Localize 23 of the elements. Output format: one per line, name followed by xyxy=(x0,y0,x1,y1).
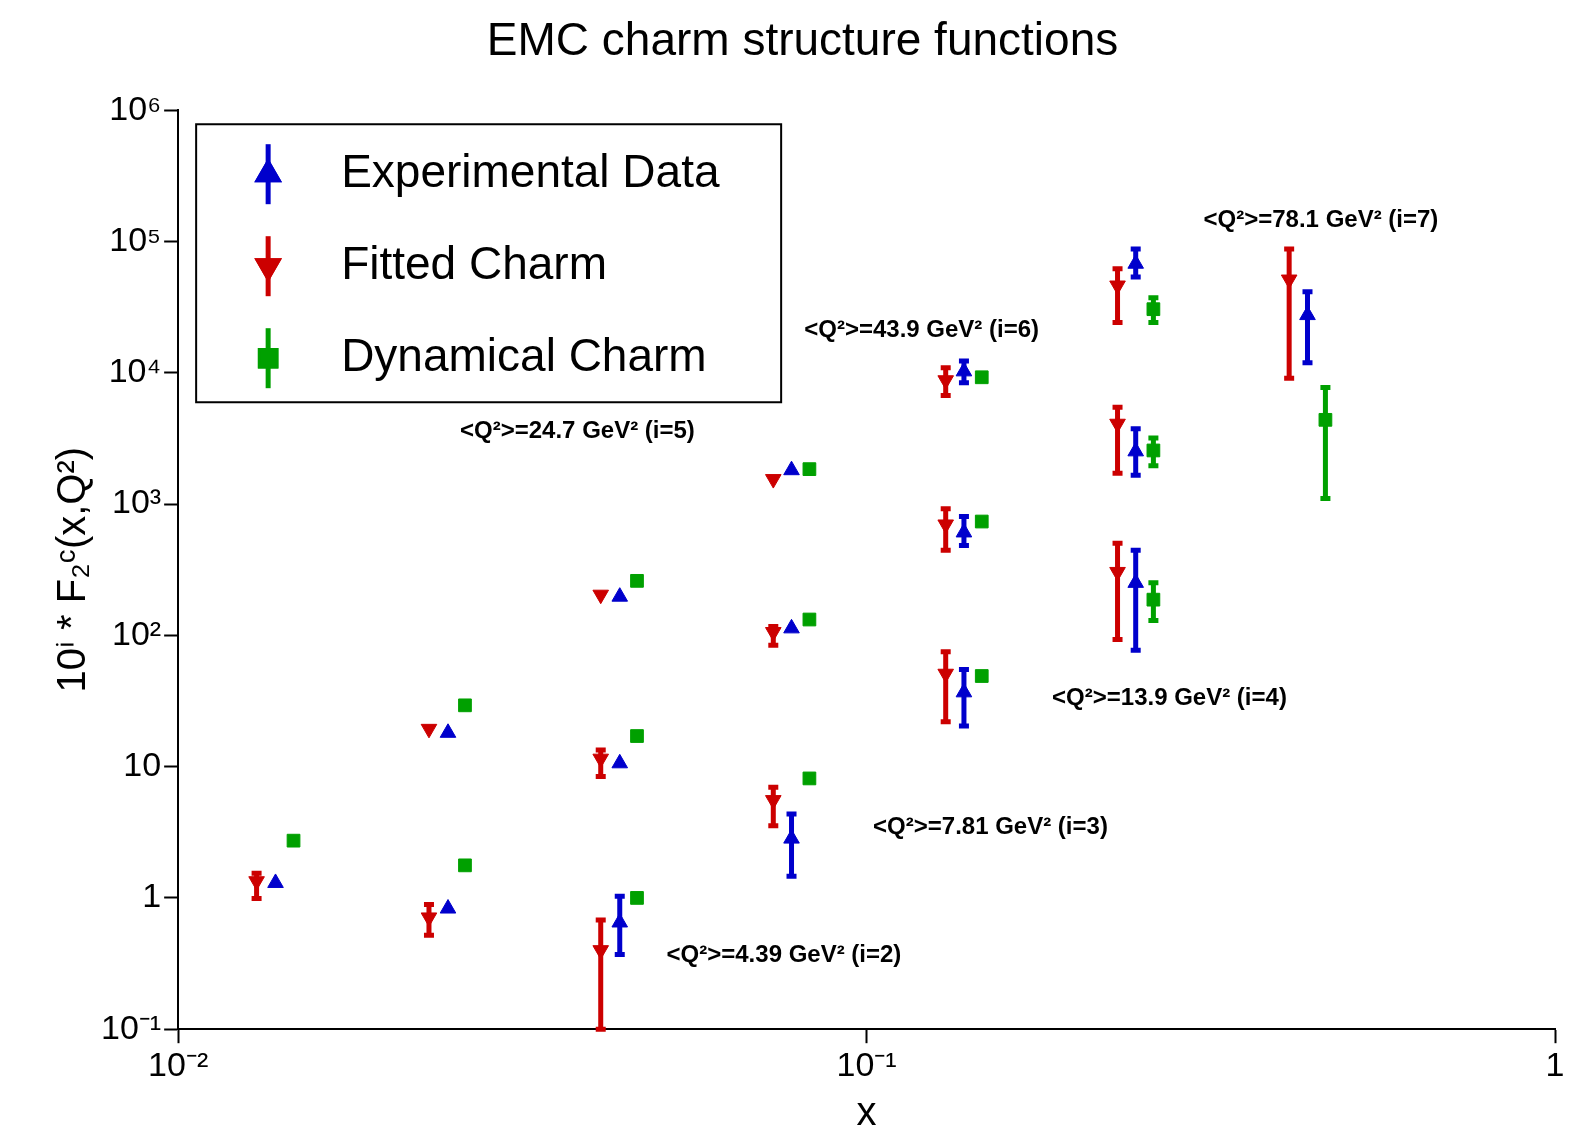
annotation: <Q²>=4.39 GeV² (i=2) xyxy=(666,940,902,968)
x-tick-label: 10⁻¹ xyxy=(836,1044,897,1083)
y-tick-label: 10⁻¹ xyxy=(101,1007,162,1046)
legend-label: Fitted Charm xyxy=(341,236,607,289)
chart-title: EMC charm structure functions xyxy=(486,13,1119,66)
y-tick-label: 10⁴ xyxy=(108,351,162,390)
y-tick-label: 10⁵ xyxy=(109,219,162,258)
annotation: <Q²>=13.9 GeV² (i=4) xyxy=(1052,682,1287,710)
x-axis-title: x xyxy=(856,1089,877,1134)
y-axis-title: 10ⁱ * F₂ᶜ(x,Q²) xyxy=(49,446,94,693)
annotation: <Q²>=78.1 GeV² (i=7) xyxy=(1203,205,1439,233)
x-tick-label: 10⁻² xyxy=(148,1044,209,1083)
annotation: <Q²>=43.9 GeV² (i=6) xyxy=(804,315,1040,343)
y-tick-label: 1 xyxy=(142,876,162,915)
y-tick-label: 10³ xyxy=(112,482,162,521)
annotation: <Q²>=7.81 GeV² (i=3) xyxy=(873,811,1108,839)
x-tick-label: 1 xyxy=(1545,1044,1565,1083)
annotation: <Q²>=24.7 GeV² (i=5) xyxy=(460,416,695,444)
legend-label: Experimental Data xyxy=(341,144,720,197)
y-tick-label: 10⁶ xyxy=(109,88,162,127)
y-tick-label: 10² xyxy=(112,613,162,652)
legend-label: Dynamical Charm xyxy=(341,328,707,381)
y-tick-label: 10 xyxy=(123,745,162,783)
